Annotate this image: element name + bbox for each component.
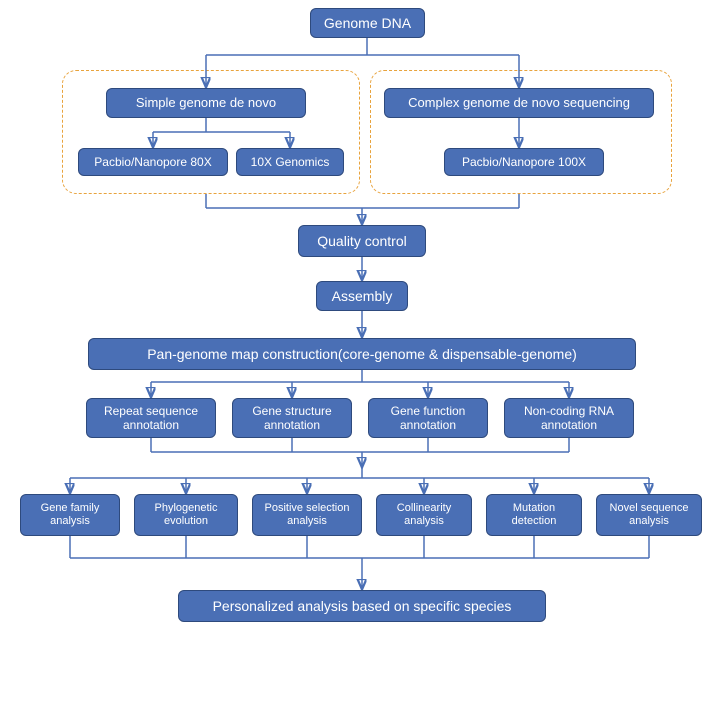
- node-repeat-annotation: Repeat sequence annotation: [86, 398, 216, 438]
- node-gene-family-analysis: Gene family analysis: [20, 494, 120, 536]
- node-pacbio-80x: Pacbio/Nanopore 80X: [78, 148, 228, 176]
- node-personalized-analysis: Personalized analysis based on specific …: [178, 590, 546, 622]
- node-mutation-detection: Mutation detection: [486, 494, 582, 536]
- node-novel-sequence-analysis: Novel sequence analysis: [596, 494, 702, 536]
- node-pacbio-100x: Pacbio/Nanopore 100X: [444, 148, 604, 176]
- node-pangenome: Pan-genome map construction(core-genome …: [88, 338, 636, 370]
- node-gene-structure-annotation: Gene structure annotation: [232, 398, 352, 438]
- node-noncoding-rna-annotation: Non-coding RNA annotation: [504, 398, 634, 438]
- node-genome-dna: Genome DNA: [310, 8, 425, 38]
- node-gene-function-annotation: Gene function annotation: [368, 398, 488, 438]
- node-phylogenetic-evolution: Phylogenetic evolution: [134, 494, 238, 536]
- node-complex-de-novo: Complex genome de novo sequencing: [384, 88, 654, 118]
- node-simple-de-novo: Simple genome de novo: [106, 88, 306, 118]
- node-assembly: Assembly: [316, 281, 408, 311]
- node-10x-genomics: 10X Genomics: [236, 148, 344, 176]
- node-quality-control: Quality control: [298, 225, 426, 257]
- node-collinearity-analysis: Collinearity analysis: [376, 494, 472, 536]
- node-positive-selection-analysis: Positive selection analysis: [252, 494, 362, 536]
